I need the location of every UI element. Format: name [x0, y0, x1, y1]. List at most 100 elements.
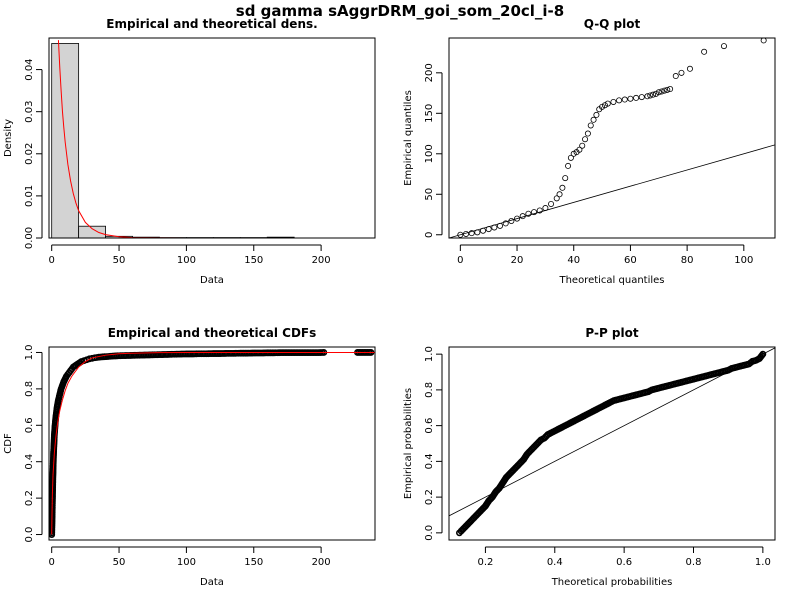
pp-y-axis-label: Empirical probabilities — [403, 388, 414, 499]
cdf-x-tick-label: 100 — [177, 557, 196, 568]
qq-x-tick-label: 0 — [457, 255, 463, 266]
cdf-panel: Empirical and theoretical CDFs Data CDF 0 50… — [3, 326, 376, 588]
cdf-x-tick-label: 200 — [312, 557, 331, 568]
qq-data-point — [553, 195, 560, 202]
qq-data-point — [468, 230, 475, 237]
pp-y-tick-label: 0.2 — [424, 489, 435, 505]
cdf-y-tick-label: 0.4 — [24, 454, 35, 470]
density-plot-border — [48, 37, 376, 239]
qq-x-tick-label: 20 — [511, 255, 524, 266]
qq-data-point — [644, 93, 651, 100]
qq-x-tick-label: 80 — [681, 255, 694, 266]
qq-x-tick-label: 100 — [734, 255, 753, 266]
qq-data-point — [536, 207, 543, 214]
pp-y-tick-label: 1.0 — [424, 346, 435, 362]
pp-x-axis-label: Theoretical probabilities — [551, 577, 673, 588]
cdf-x-tick-label: 0 — [49, 557, 55, 568]
pp-plot-border — [448, 346, 776, 541]
density-x-tick-label: 100 — [177, 255, 196, 266]
density-panel: Empirical and theoretical dens. Data Densi… — [3, 17, 376, 286]
qq-y-tick-label: 50 — [424, 188, 435, 201]
qq-data-point — [556, 191, 563, 198]
cdf-plot-border — [48, 346, 376, 541]
qq-y-tick-label: 200 — [424, 63, 435, 82]
qq-x-axis-label: Theoretical quantiles — [558, 275, 664, 286]
qq-y-tick-label: 100 — [424, 144, 435, 163]
pp-x-tick-label: 0.2 — [477, 557, 493, 568]
qq-data-point — [701, 48, 708, 55]
cdf-y-tick-label: 0.2 — [24, 490, 35, 506]
pp-x-tick-label: 1.0 — [755, 557, 771, 568]
qq-data-point — [650, 91, 657, 98]
qq-data-point — [562, 175, 569, 182]
qq-x-tick-label: 40 — [567, 255, 580, 266]
qq-data-point — [525, 210, 532, 217]
qq-data-point — [497, 222, 504, 229]
qq-data-point — [559, 184, 566, 191]
qq-data-point — [480, 227, 487, 234]
cdf-y-tick-label: 0.0 — [24, 527, 35, 543]
density-y-tick-label: 0.03 — [24, 101, 35, 123]
pp-x-tick-label: 0.8 — [686, 557, 702, 568]
qq-data-point — [633, 94, 640, 101]
qq-data-point — [647, 92, 654, 99]
qq-data-point — [485, 226, 492, 233]
qq-data-point — [519, 213, 526, 220]
qq-y-tick-label: 0 — [424, 232, 435, 238]
qq-data-point — [638, 94, 645, 101]
density-histogram-bar — [78, 225, 106, 238]
pp-x-tick-label: 0.4 — [547, 557, 563, 568]
panels-container: Empirical and theoretical dens. Data Densi… — [3, 17, 776, 588]
qq-plot-border — [448, 37, 776, 239]
cdf-x-axis-label: Data — [200, 577, 224, 588]
qq-data-point — [567, 154, 574, 161]
density-x-axis-label: Data — [200, 275, 224, 286]
qq-data-point — [474, 229, 481, 236]
qq-data-point — [760, 38, 767, 44]
pp-panel: P-P plot Theoretical probabilities Empiric… — [403, 326, 776, 588]
density-x-tick-label: 150 — [244, 255, 263, 266]
qq-data-point — [655, 89, 662, 96]
qq-data-point — [667, 86, 674, 93]
pp-x-tick-label: 0.6 — [616, 557, 632, 568]
qq-data-point — [542, 205, 549, 212]
cdf-y-tick-label: 0.8 — [24, 381, 35, 397]
cdf-y-tick-label: 0.6 — [24, 417, 35, 433]
qq-data-point — [593, 111, 600, 118]
density-title: Empirical and theoretical dens. — [106, 17, 317, 31]
qq-data-point — [579, 142, 586, 149]
qq-data-point — [502, 220, 509, 227]
cdf-y-tick-label: 1.0 — [24, 345, 35, 361]
density-y-tick-label: 0.02 — [24, 143, 35, 165]
qq-plot-area — [449, 38, 775, 238]
qq-data-point — [621, 96, 628, 103]
qq-data-point — [491, 224, 498, 231]
density-x-tick-label: 50 — [113, 255, 126, 266]
density-y-tick-label: 0.00 — [24, 227, 35, 249]
pp-y-tick-label: 0.0 — [424, 525, 435, 541]
pp-y-tick-label: 0.6 — [424, 418, 435, 434]
qq-data-point — [514, 215, 521, 222]
qq-data-point — [616, 97, 623, 104]
density-x-tick-label: 0 — [49, 255, 55, 266]
qq-data-point — [457, 231, 464, 238]
density-y-tick-label: 0.04 — [24, 58, 35, 80]
qq-y-axis-label: Empirical quantiles — [403, 90, 414, 186]
qq-data-point — [720, 43, 727, 50]
qq-data-point — [463, 230, 470, 237]
qq-data-point — [584, 130, 591, 137]
qq-data-point — [587, 122, 594, 129]
qq-panel: Q-Q plot Theoretical quantiles Empirical q… — [403, 17, 776, 286]
density-y-tick-label: 0.01 — [24, 185, 35, 207]
pp-data-point — [759, 350, 767, 358]
qq-data-point — [576, 146, 583, 153]
pp-y-tick-label: 0.8 — [424, 382, 435, 398]
cdf-title: Empirical and theoretical CDFs — [108, 326, 317, 340]
cdf-x-tick-label: 150 — [244, 557, 263, 568]
pp-plot-area — [449, 347, 775, 537]
cdf-x-tick-label: 50 — [113, 557, 126, 568]
qq-data-point — [686, 65, 693, 72]
qq-data-point — [565, 162, 572, 169]
